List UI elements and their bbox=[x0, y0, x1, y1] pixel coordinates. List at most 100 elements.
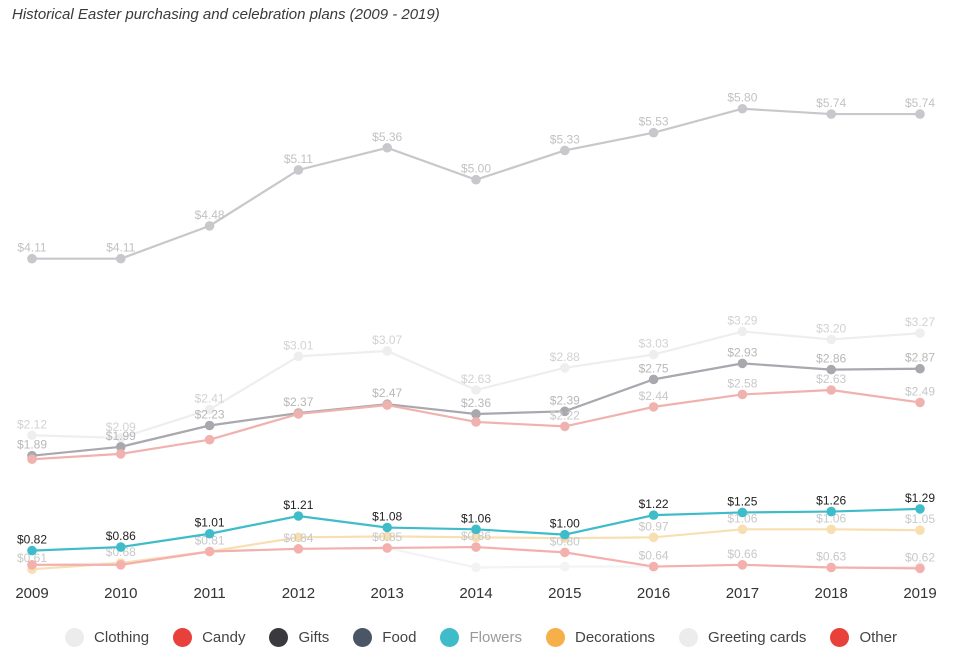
data-point[interactable] bbox=[116, 253, 126, 264]
data-label: $2.36 bbox=[461, 396, 491, 410]
data-point[interactable] bbox=[648, 402, 659, 412]
data-point[interactable] bbox=[27, 545, 37, 556]
legend-swatch bbox=[353, 628, 373, 647]
data-point[interactable] bbox=[471, 409, 481, 419]
data-point[interactable] bbox=[915, 525, 925, 535]
data-point[interactable] bbox=[648, 510, 659, 520]
data-point[interactable] bbox=[826, 524, 836, 535]
data-point[interactable] bbox=[560, 363, 570, 373]
x-tick-label: 2013 bbox=[371, 585, 404, 602]
data-point[interactable] bbox=[915, 109, 925, 119]
data-point[interactable] bbox=[915, 563, 925, 574]
data-point[interactable] bbox=[293, 532, 304, 543]
data-point[interactable] bbox=[826, 334, 836, 345]
data-point[interactable] bbox=[737, 389, 748, 400]
data-point[interactable] bbox=[116, 560, 126, 570]
data-point[interactable] bbox=[204, 221, 215, 231]
legend-item-food[interactable]: Food bbox=[353, 628, 416, 647]
data-point[interactable] bbox=[27, 560, 37, 570]
data-label: $2.23 bbox=[195, 408, 225, 422]
data-point[interactable] bbox=[737, 326, 748, 337]
data-label: $2.47 bbox=[372, 386, 402, 400]
data-point[interactable] bbox=[116, 542, 126, 552]
data-label: $1.99 bbox=[106, 429, 136, 443]
series-candy: $2.22 $2.44 $2.58 $2.63 $2.49 bbox=[27, 372, 935, 465]
data-point[interactable] bbox=[648, 127, 659, 138]
legend-item-gifts[interactable]: Gifts bbox=[269, 628, 329, 647]
data-point[interactable] bbox=[560, 145, 570, 156]
data-point[interactable] bbox=[648, 532, 659, 543]
data-point[interactable] bbox=[826, 385, 836, 395]
data-point[interactable] bbox=[648, 561, 659, 572]
data-point[interactable] bbox=[560, 529, 570, 540]
data-point[interactable] bbox=[382, 543, 393, 553]
data-label: $2.41 bbox=[195, 392, 225, 406]
data-point[interactable] bbox=[204, 404, 215, 415]
data-point[interactable] bbox=[471, 174, 481, 185]
data-point[interactable] bbox=[915, 363, 925, 374]
data-point[interactable] bbox=[27, 454, 37, 465]
data-point[interactable] bbox=[648, 374, 659, 385]
data-label: $5.11 bbox=[284, 152, 313, 166]
legend-swatch bbox=[440, 628, 460, 647]
legend-label: Greeting cards bbox=[708, 629, 807, 646]
data-point[interactable] bbox=[382, 142, 393, 153]
data-point[interactable] bbox=[737, 524, 748, 535]
data-point[interactable] bbox=[560, 561, 570, 572]
data-point[interactable] bbox=[560, 547, 570, 558]
data-point[interactable] bbox=[293, 351, 304, 362]
data-point[interactable] bbox=[382, 531, 393, 542]
data-point[interactable] bbox=[915, 504, 925, 514]
data-point[interactable] bbox=[471, 524, 481, 535]
legend-item-candy[interactable]: Candy bbox=[173, 628, 245, 647]
data-label: $2.37 bbox=[283, 395, 313, 409]
data-point[interactable] bbox=[560, 406, 570, 417]
data-point[interactable] bbox=[915, 328, 925, 339]
data-label: $4.48 bbox=[195, 208, 225, 222]
data-label: $5.33 bbox=[550, 132, 580, 146]
data-point[interactable] bbox=[382, 346, 393, 356]
data-label: $0.62 bbox=[905, 550, 935, 564]
data-point[interactable] bbox=[826, 562, 836, 573]
data-point[interactable] bbox=[27, 253, 37, 264]
data-point[interactable] bbox=[293, 165, 304, 175]
line-chart: 2009 2010 2011 2012 2013 2014 2015 2016 2017 2018… bbox=[15, 91, 936, 602]
data-point[interactable] bbox=[737, 560, 748, 570]
data-point[interactable] bbox=[471, 385, 481, 395]
data-point[interactable] bbox=[648, 349, 659, 360]
data-point[interactable] bbox=[826, 109, 836, 119]
data-point[interactable] bbox=[27, 430, 37, 441]
data-point[interactable] bbox=[382, 400, 393, 410]
data-point[interactable] bbox=[471, 532, 481, 543]
data-point[interactable] bbox=[737, 103, 748, 114]
data-point[interactable] bbox=[116, 433, 126, 443]
data-point[interactable] bbox=[826, 364, 836, 375]
data-label: $0.97 bbox=[639, 519, 669, 533]
data-point[interactable] bbox=[382, 522, 393, 533]
data-point[interactable] bbox=[915, 397, 925, 408]
legend-item-clothing[interactable]: Clothing bbox=[65, 628, 149, 647]
legend-item-other[interactable]: Other bbox=[830, 628, 897, 647]
legend-item-greeting-cards[interactable]: Greeting cards bbox=[679, 628, 806, 647]
data-point[interactable] bbox=[293, 511, 304, 521]
data-point[interactable] bbox=[204, 434, 215, 445]
data-point[interactable] bbox=[116, 441, 126, 452]
data-point[interactable] bbox=[293, 544, 304, 554]
data-point[interactable] bbox=[471, 417, 481, 427]
data-point[interactable] bbox=[204, 420, 215, 431]
data-point[interactable] bbox=[826, 506, 836, 517]
chart-title: Historical Easter purchasing and celebra… bbox=[12, 6, 440, 23]
legend-item-flowers[interactable]: Flowers bbox=[440, 628, 522, 647]
data-point[interactable] bbox=[737, 358, 748, 369]
data-point[interactable] bbox=[471, 542, 481, 552]
data-point[interactable] bbox=[204, 528, 215, 539]
data-point[interactable] bbox=[116, 449, 126, 459]
series-other: $0.84 $0.85 $0.86 $0.80 $0.64 $0.66 $0.63 $0.62 bbox=[27, 529, 935, 574]
data-label: $1.89 bbox=[17, 438, 47, 452]
data-point[interactable] bbox=[293, 409, 304, 419]
data-point[interactable] bbox=[737, 507, 748, 518]
data-point[interactable] bbox=[560, 421, 570, 432]
data-point[interactable] bbox=[204, 546, 215, 557]
legend-item-decorations[interactable]: Decorations bbox=[546, 628, 655, 647]
data-point[interactable] bbox=[471, 562, 481, 573]
